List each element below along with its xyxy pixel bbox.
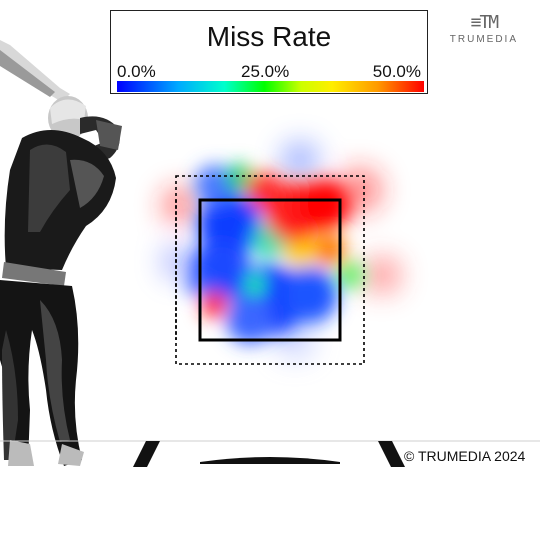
heat-blob xyxy=(201,292,227,318)
heat-blob xyxy=(195,165,235,205)
home-plate xyxy=(200,457,340,464)
copyright-notice: © TRUMEDIA 2024 xyxy=(404,448,526,464)
heatmap xyxy=(162,142,400,358)
batter-belt xyxy=(2,262,66,286)
heat-blob xyxy=(226,164,254,192)
heat-blob xyxy=(284,234,316,266)
batters-box-right xyxy=(378,441,405,467)
heat-blob xyxy=(247,172,283,208)
heat-blob xyxy=(186,275,206,295)
heat-blob xyxy=(245,275,265,295)
colorbar-tick-min: 0.0% xyxy=(117,62,156,81)
heat-blob xyxy=(336,261,364,289)
heat-blob xyxy=(299,179,351,231)
chart-title: Miss Rate xyxy=(206,21,332,52)
bat xyxy=(0,40,70,102)
brand-name: TRUMEDIA xyxy=(449,34,518,45)
heat-blob xyxy=(282,267,338,323)
brand-logo-icon: ≡TM xyxy=(470,12,500,33)
brand-logo: ≡TM TRUMEDIA xyxy=(450,12,518,45)
shadow-zone xyxy=(175,175,365,365)
heat-blob xyxy=(162,187,198,223)
heat-blob xyxy=(314,234,346,266)
batters-box-left xyxy=(133,441,160,467)
heat-blob xyxy=(226,296,274,344)
batter-silhouette xyxy=(0,40,122,466)
heat-blob xyxy=(282,142,318,178)
colorbar-tick-max: 50.0% xyxy=(372,62,421,81)
colorbar-gradient xyxy=(117,81,424,92)
heat-blob xyxy=(162,246,194,278)
colorbar-legend: Miss Rate 0.0% 25.0% 50.0% xyxy=(110,10,428,94)
heat-blob xyxy=(364,257,400,293)
strike-zone xyxy=(198,198,342,342)
colorbar-tick-mid: 25.0% xyxy=(241,62,290,81)
